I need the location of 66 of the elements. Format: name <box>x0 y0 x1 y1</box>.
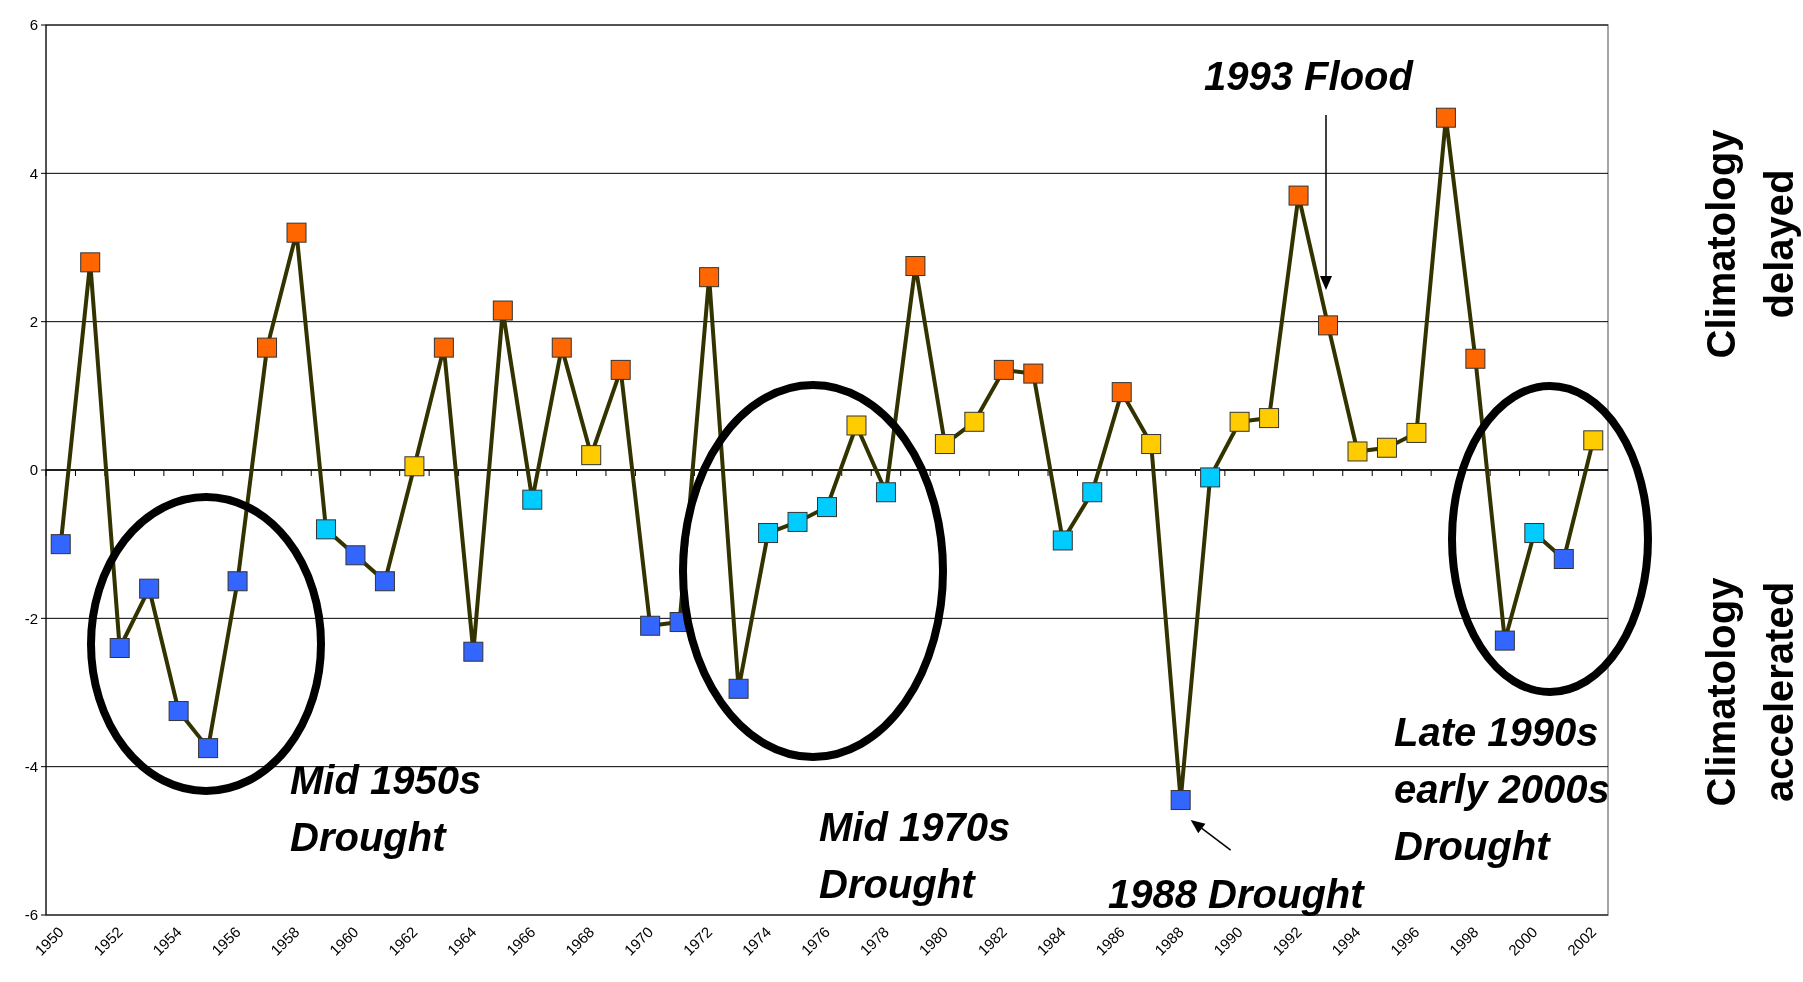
point <box>1141 434 1162 455</box>
point <box>640 615 661 636</box>
point <box>610 359 631 380</box>
y-tick-label: 0 <box>29 461 38 479</box>
point <box>581 445 602 466</box>
annotation: Mid 1970s Drought <box>819 805 1011 906</box>
point <box>758 523 779 544</box>
text: Climatology delayed <box>1699 128 1801 359</box>
point <box>315 519 336 540</box>
point <box>1494 630 1515 651</box>
annotation: Mid 1950s Drought <box>290 758 482 859</box>
point <box>699 267 720 288</box>
point <box>198 738 219 759</box>
point <box>286 222 307 243</box>
y-tick-label: 6 <box>29 16 38 34</box>
point <box>875 482 896 503</box>
point <box>905 256 926 277</box>
point <box>1082 482 1103 503</box>
point <box>1288 185 1309 206</box>
y-tick-label: -6 <box>24 906 38 924</box>
point <box>374 571 395 592</box>
annotation: 1988 Drought <box>1108 872 1366 916</box>
point <box>1376 437 1397 458</box>
point <box>1465 348 1486 369</box>
point <box>492 300 513 321</box>
point <box>463 641 484 662</box>
point <box>787 511 808 532</box>
point <box>50 534 71 555</box>
point <box>433 337 454 358</box>
point <box>1229 411 1250 432</box>
point <box>109 638 130 658</box>
point <box>934 434 955 455</box>
point <box>1111 382 1132 403</box>
point <box>80 252 101 273</box>
point <box>1583 430 1604 451</box>
point <box>551 337 572 358</box>
point <box>345 545 366 566</box>
point <box>257 337 278 358</box>
point <box>522 489 543 510</box>
y-tick-label: 4 <box>29 164 38 182</box>
point <box>1318 315 1339 336</box>
y-tick-label: -4 <box>24 757 38 775</box>
point <box>1553 549 1574 569</box>
point <box>139 578 160 599</box>
point <box>1259 408 1280 429</box>
annotation: 1993 Flood <box>1204 54 1415 98</box>
point <box>1347 441 1368 462</box>
point <box>728 678 749 699</box>
y-tick-label: -2 <box>24 609 38 627</box>
y-tick-label: 2 <box>29 312 38 330</box>
point <box>993 359 1014 380</box>
point <box>404 456 425 477</box>
annotation: Late 1990s early 2000s Drought <box>1394 710 1610 868</box>
point <box>1524 523 1545 544</box>
point <box>1200 467 1221 488</box>
point <box>227 571 248 592</box>
point <box>168 701 189 722</box>
point <box>964 411 985 432</box>
point <box>1406 422 1427 443</box>
point <box>817 497 837 518</box>
point <box>846 415 867 436</box>
point <box>1170 790 1191 811</box>
text: Climatology accelerated <box>1699 576 1801 807</box>
point <box>1052 530 1073 551</box>
point <box>1023 363 1044 384</box>
point <box>1435 107 1456 128</box>
